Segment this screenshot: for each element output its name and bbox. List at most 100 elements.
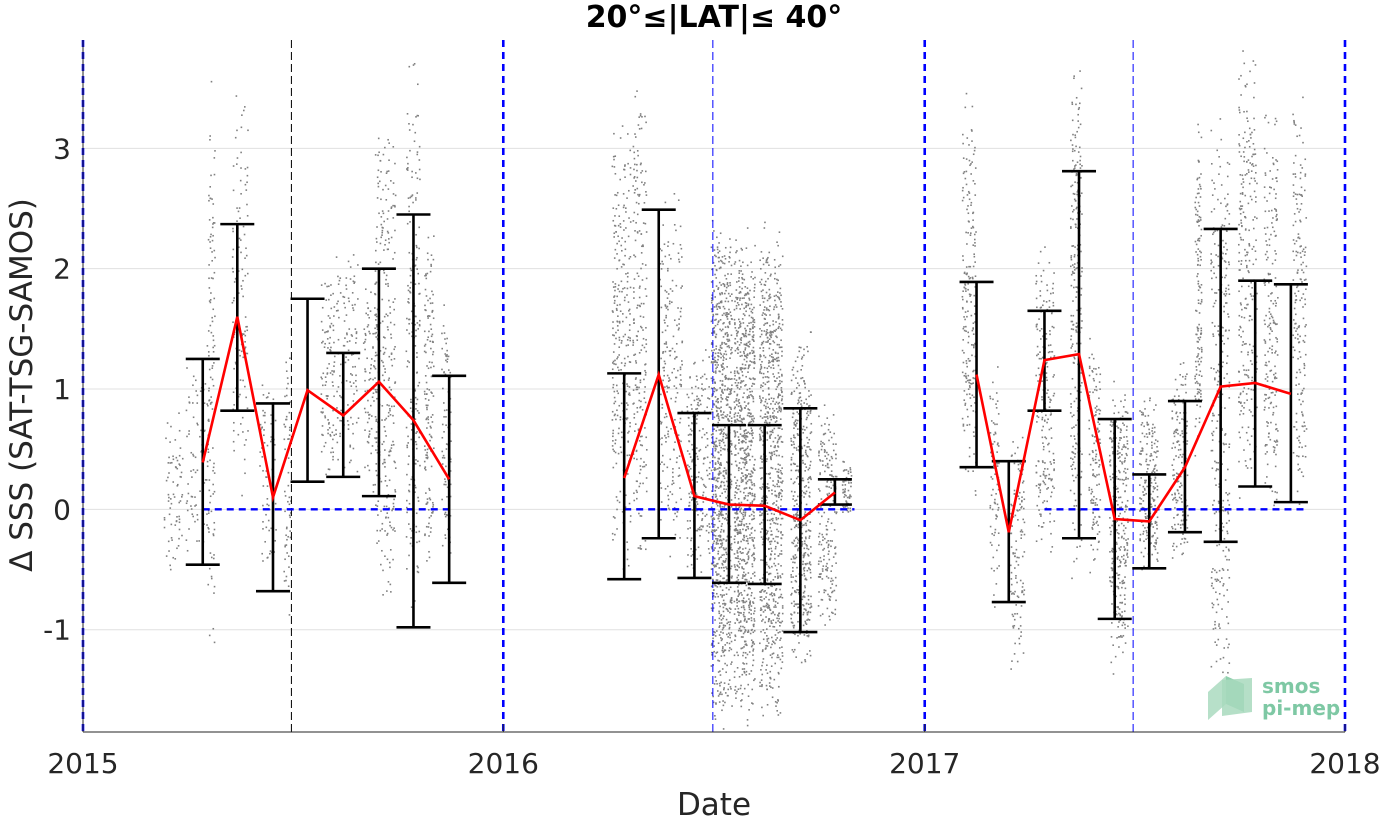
scatter-point [737,405,740,408]
scatter-point [743,498,746,500]
scatter-point [722,366,724,368]
scatter-point [690,555,693,557]
scatter-point [614,400,617,403]
scatter-point [170,425,172,428]
scatter-point [327,423,330,425]
scatter-point [736,531,739,534]
scatter-point [449,411,452,414]
scatter-point [232,408,234,411]
scatter-point [749,603,751,606]
scatter-point [286,526,288,529]
scatter-point [425,381,428,384]
scatter-point [618,240,620,243]
scatter-point [731,384,733,387]
scatter-point [246,407,249,410]
scatter-point [383,249,385,251]
scatter-point [212,384,215,387]
scatter-point [742,396,744,399]
scatter-point [428,516,431,519]
scatter-point [751,271,753,273]
scatter-point [752,467,755,470]
scatter-point [426,406,428,409]
scatter-point [720,410,722,412]
scatter-point [696,407,699,410]
scatter-point [368,430,371,433]
scatter-point [409,291,412,294]
scatter-point [376,197,379,199]
scatter-point [717,671,720,673]
scatter-point [322,434,324,437]
scatter-point [719,543,722,545]
scatter-point [715,345,718,348]
scatter-point [713,441,716,444]
scatter-point [740,636,743,638]
scatter-point [748,440,751,443]
scatter-point [738,592,741,595]
scatter-point [660,487,663,489]
scatter-point [761,683,763,686]
scatter-point [209,402,212,404]
scatter-point [612,516,615,518]
scatter-point [741,380,743,383]
scatter-point [770,518,773,521]
scatter-point [722,283,725,285]
scatter-point [734,406,736,409]
scatter-point [728,321,731,323]
scatter-point [743,358,746,361]
scatter-point [781,308,784,310]
scatter-point [760,409,762,412]
scatter-point [719,307,721,309]
scatter-point [245,254,248,257]
scatter-point [745,540,748,542]
scatter-point [770,334,773,336]
scatter-point [394,346,396,348]
scatter-point [770,433,772,436]
scatter-point [774,540,776,543]
scatter-point [667,245,669,247]
scatter-point [739,426,742,428]
scatter-point [769,572,772,575]
scatter-point [739,428,742,430]
scatter-point [445,359,447,362]
scatter-point [244,385,246,388]
scatter-point [750,479,752,481]
scatter-point [638,202,640,205]
scatter-cluster [632,90,648,551]
scatter-point [612,286,615,288]
scatter-point [208,300,211,302]
scatter-point [772,359,775,362]
scatter-point [733,553,736,555]
scatter-point [714,388,716,390]
scatter-point [611,410,614,413]
scatter-point [700,571,703,573]
scatter-point [726,388,729,391]
scatter-point [764,590,766,592]
scatter-point [740,606,743,609]
scatter-point [751,642,754,644]
scatter-point [408,455,410,457]
scatter-point [712,314,715,317]
scatter-point [775,417,778,419]
scatter-point [369,367,372,370]
scatter-point [613,232,616,235]
scatter-point [706,469,708,472]
scatter-point [776,386,779,388]
scatter-point [741,374,744,377]
scatter-point [678,261,681,263]
scatter-point [715,333,718,336]
scatter-point [747,371,749,373]
scatter-point [410,606,413,608]
scatter-point [616,499,619,502]
scatter-point [446,349,448,352]
scatter-point [347,349,350,352]
scatter-point [771,533,773,536]
scatter-point [178,429,181,432]
scatter-point [770,466,772,469]
scatter-point [337,275,339,278]
scatter-point [708,398,711,400]
scatter-point [639,545,642,547]
scatter-point [426,272,429,275]
scatter-point [708,552,711,554]
scatter-point [644,369,646,372]
scatter-point [374,307,376,309]
